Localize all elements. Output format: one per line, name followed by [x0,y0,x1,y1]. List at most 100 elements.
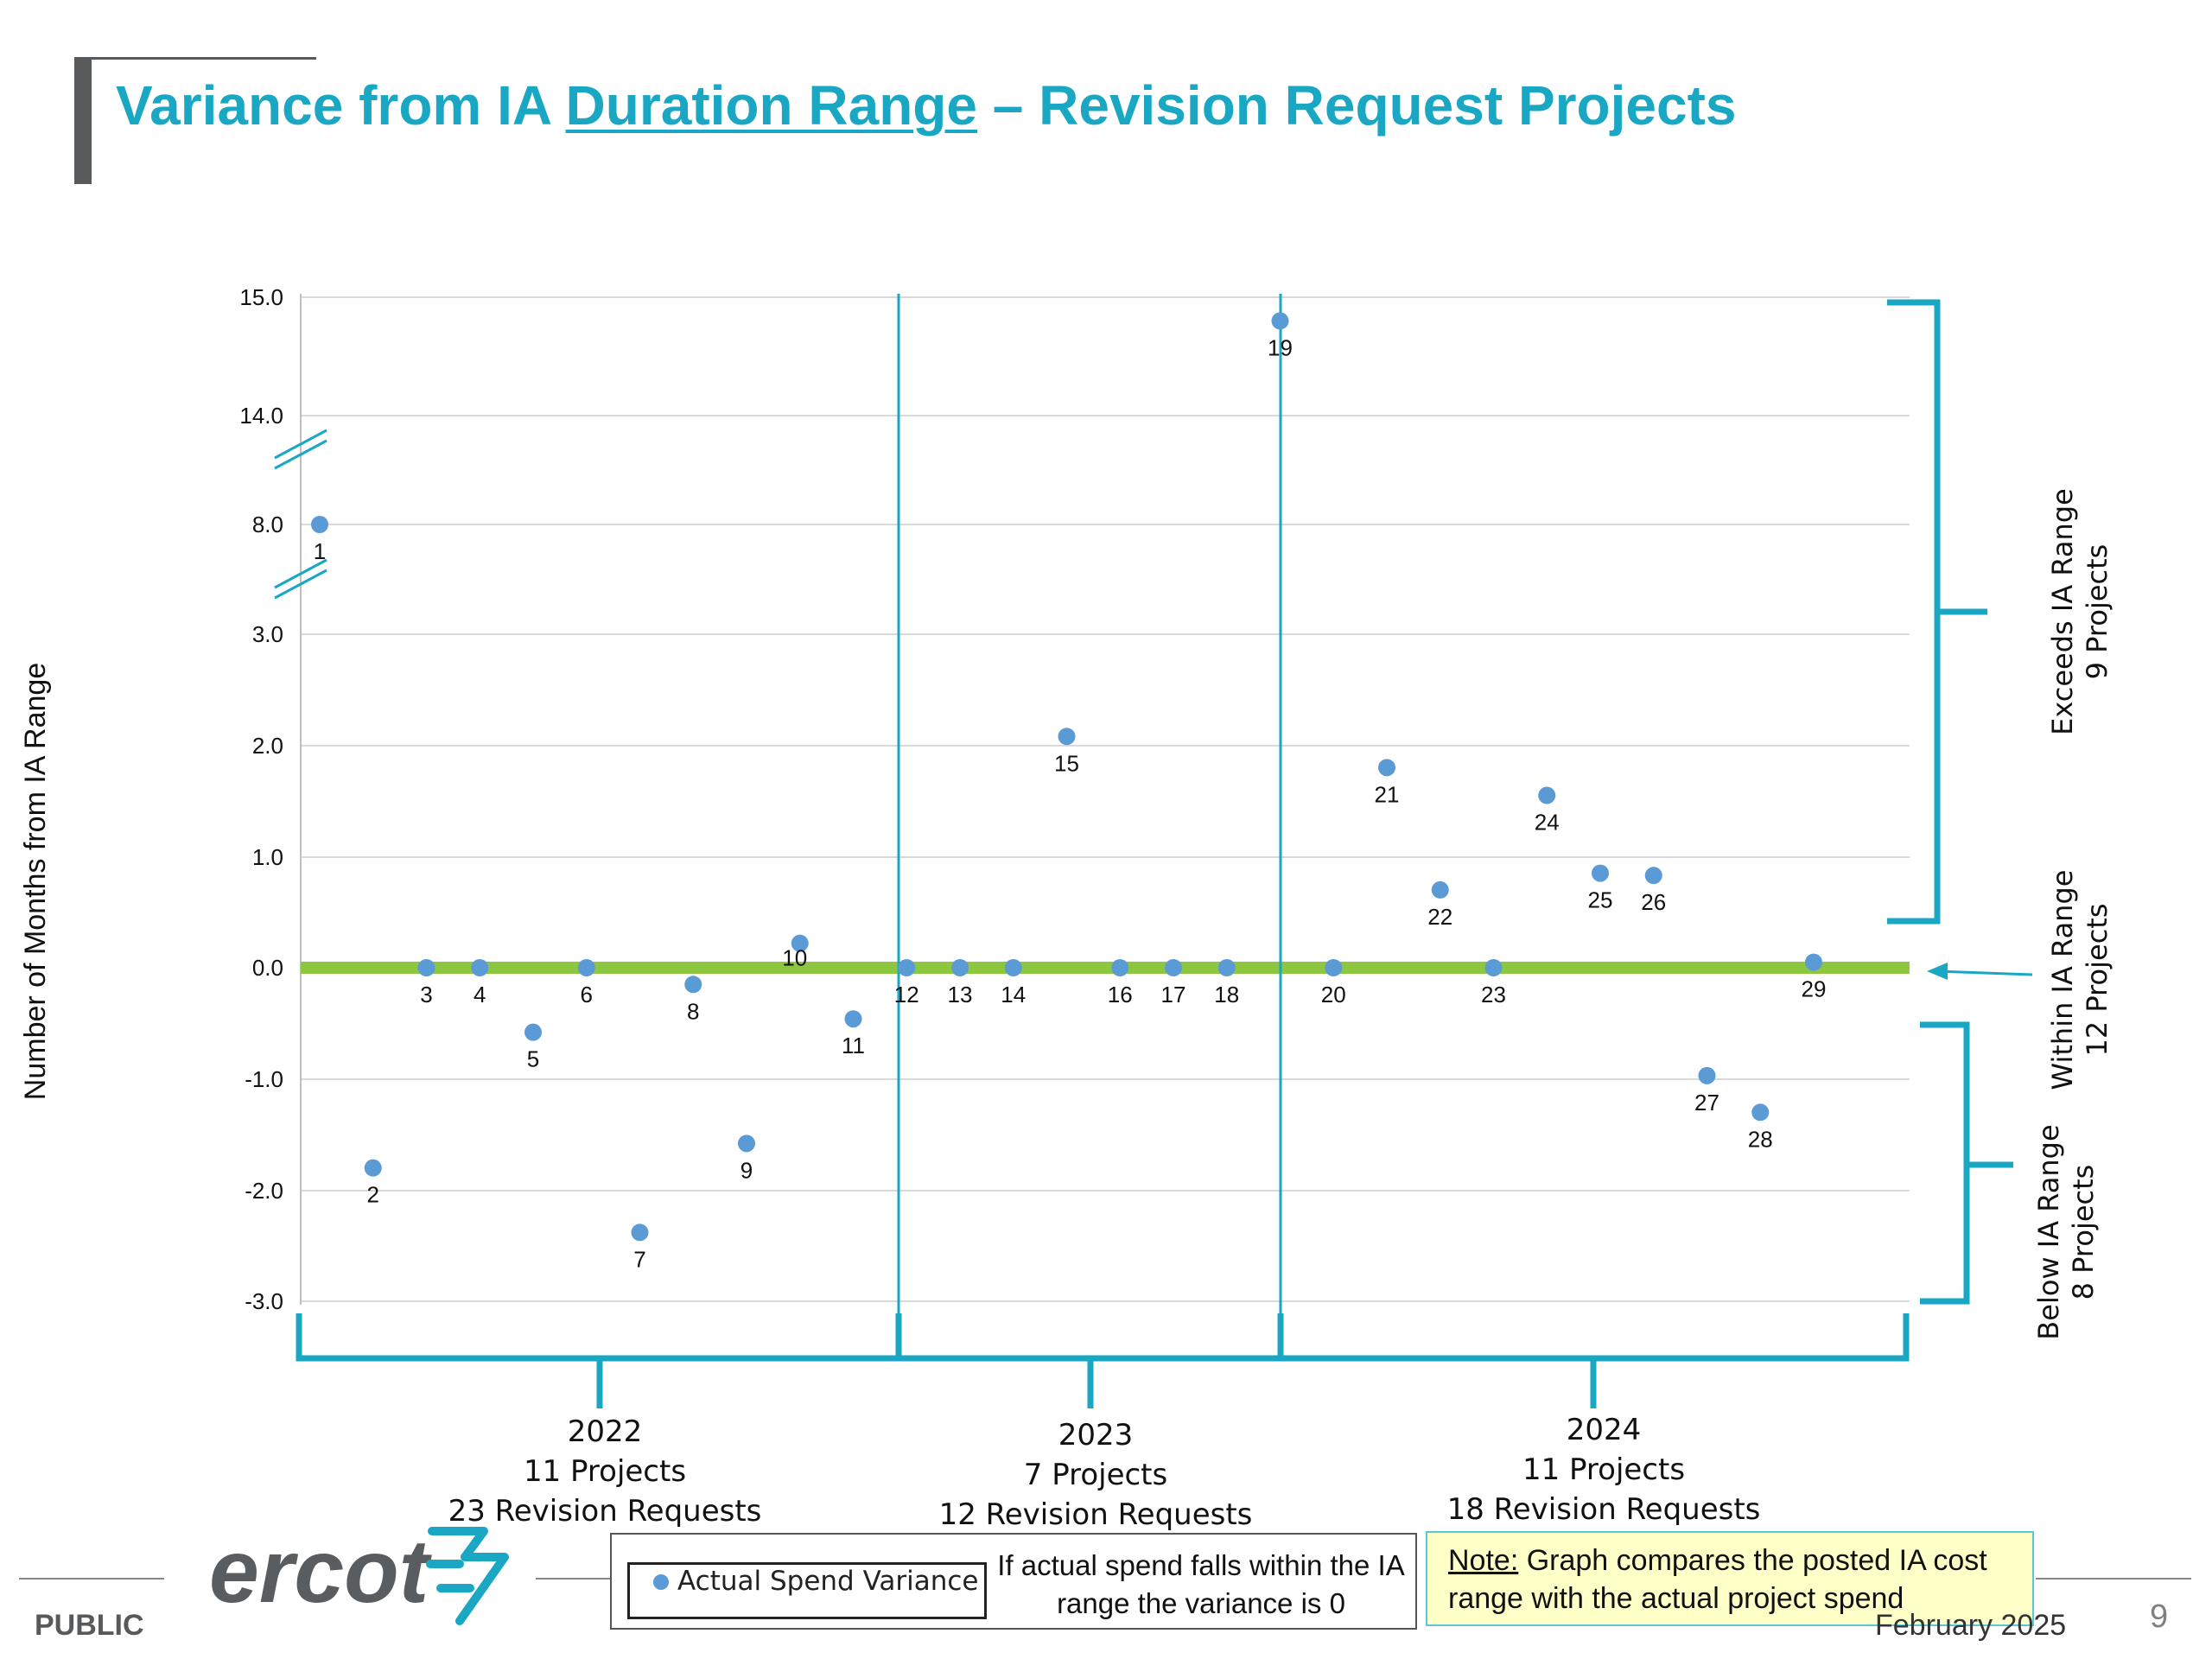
data-point-label: 8 [687,998,699,1024]
data-point [1751,1103,1770,1122]
data-point-label: 11 [842,1033,865,1058]
data-point [1325,959,1343,976]
data-point-label: 18 [1214,982,1239,1007]
data-point-label: 2 [367,1182,379,1208]
range-name: Exceeds IA Range [2046,488,2079,735]
data-point-label: 6 [581,982,593,1007]
data-point [1004,959,1022,976]
legend-series-box [627,1562,987,1619]
axis-break-mark [274,429,327,460]
footer-classification: PUBLIC [35,1609,144,1642]
data-point [417,959,435,976]
data-point-label: 5 [527,1046,539,1072]
title-prefix: Variance from IA [116,74,566,137]
data-point-label: 23 [1481,982,1506,1007]
data-point [898,959,916,976]
data-point [791,934,809,952]
data-point-label: 15 [1054,750,1079,776]
range-count: 12 Projects [2081,903,2113,1056]
data-point-label: 1 [314,538,326,564]
data-point-label: 3 [420,982,432,1007]
data-point-label: 9 [741,1157,753,1183]
year-group-label: 7 Projects [1024,1458,1167,1492]
grid-lines [301,296,1910,1302]
data-point [577,959,595,976]
y-tick-label: 1.0 [252,844,283,870]
year-group-label: 23 Revision Requests [448,1494,762,1529]
year-group-label: 18 Revision Requests [1447,1492,1761,1527]
data-point [1484,959,1503,976]
year-group-label: 2022 [568,1414,643,1449]
y-tick-labels: 15.0 14.0 8.0 3.0 2.0 1.0 0.0 -1.0 -2.0 -3.0 [239,284,283,1314]
range-label: Within IA Range 12 Projects [2046,870,2113,1090]
logo-wordmark: ercot [209,1522,433,1622]
below-bracket [1920,1021,1970,1305]
data-point [1431,880,1449,899]
footer-rule-mid [536,1578,610,1580]
data-point-label: 19 [1268,334,1293,360]
data-point-label: 20 [1321,982,1346,1007]
within-arrow-head [1927,963,1948,980]
data-point [364,1159,382,1177]
data-point-label: 13 [948,982,973,1007]
year-group-label: 2023 [1058,1418,1134,1452]
data-point [1698,1066,1716,1084]
within-arrow-line [1935,969,2033,976]
axis-break-mark [274,569,327,600]
data-point [951,959,969,976]
year-bracket [1277,1313,1910,1362]
data-point [471,959,489,976]
y-tick-label: -2.0 [245,1178,283,1204]
data-point [1644,867,1662,885]
year-group-label: 11 Projects [524,1454,686,1489]
data-point [1805,953,1822,971]
y-tick-label: 8.0 [252,512,283,537]
year-bracket [895,1313,1284,1362]
legend-note: If actual spend falls within the IA rang… [997,1549,1405,1619]
note-text: Graph compares the posted IA cost range … [1448,1544,1987,1615]
y-tick-label: 2.0 [252,733,283,759]
y-tick-label: 0.0 [252,955,283,981]
range-label: Below IA Range 8 Projects [2032,1124,2100,1339]
title-suffix: – Revision Request Projects [976,74,1737,137]
data-point-label: 27 [1694,1090,1719,1116]
range-count: 9 Projects [2081,544,2113,680]
y-tick-label: 15.0 [239,284,283,310]
data-point-label: 21 [1375,781,1400,807]
data-point-label: 29 [1802,976,1827,1002]
axis-break-mark [274,558,327,589]
data-point [1538,786,1556,804]
footer-rule-left [19,1578,164,1580]
year-group-label: 11 Projects [1522,1452,1685,1487]
logo-bolt-icon [426,1527,509,1625]
data-point-label: 28 [1748,1126,1773,1152]
data-point [311,516,328,533]
note-box: Note: Graph compares the posted IA cost … [1426,1531,2034,1626]
legend-series-label: Actual Spend Variance [677,1566,979,1597]
data-point [631,1224,649,1242]
data-point-label: 12 [894,982,919,1007]
exceeds-bracket [1887,299,1941,925]
data-point-label: 7 [633,1246,645,1272]
axis-break-mark [274,439,327,470]
year-group-label: 2024 [1567,1413,1642,1447]
data-point [1592,864,1609,882]
data-point-label: 25 [1588,887,1613,913]
data-point-label: 17 [1161,982,1186,1007]
within-range-band [301,962,1910,974]
legend-marker-dot [653,1574,669,1590]
range-count: 8 Projects [2067,1165,2100,1300]
data-point [1165,959,1182,976]
data-point-label: 4 [474,982,486,1007]
footer-date: February 2025 [1875,1609,2067,1642]
y-axis-label: Number of Months from IA Range [19,663,52,1100]
range-name: Within IA Range [2046,870,2079,1090]
data-point [1378,759,1395,777]
data-point-label: 14 [1001,982,1026,1007]
title-underlined: Duration Range [565,74,977,137]
data-point [684,976,702,994]
data-point [738,1135,755,1153]
